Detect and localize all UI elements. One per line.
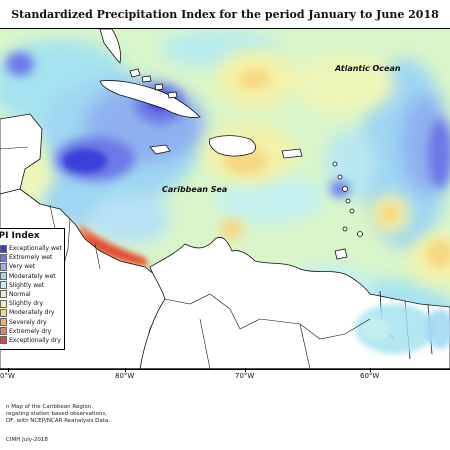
precipitation-map[interactable]: Atlantic Ocean Caribbean Sea (0, 28, 450, 370)
legend-label: Exceptionally dry (9, 336, 61, 344)
legend-swatch (0, 299, 7, 308)
legend-swatch (0, 318, 7, 326)
legend-label: Normal (9, 290, 31, 298)
legend-swatch (0, 327, 7, 336)
spi-legend: SPI Index Exceptionally wet Extremely wet… (0, 228, 65, 351)
axis-tick (125, 368, 126, 372)
legend-title: SPI Index (0, 231, 40, 241)
map-canvas (0, 29, 450, 369)
longitude-label-60w: 60°W (360, 372, 380, 380)
legend-label: Extremely dry (9, 327, 52, 335)
cuba (99, 80, 201, 118)
atlantic-ocean-label: Atlantic Ocean (335, 64, 401, 73)
legend-item: Normal (0, 290, 62, 299)
legend-label: Extremely wet (9, 254, 53, 262)
hispaniola (209, 135, 256, 157)
legend-item: Exceptionally dry (0, 336, 62, 345)
longitude-label-0: 0°W (0, 372, 15, 380)
note-line: regating station based observations, (6, 411, 107, 417)
caribbean-sea-label: Caribbean Sea (162, 185, 228, 194)
legend-item: Moderately wet (0, 272, 62, 281)
legend-label: Exceptionally wet (9, 245, 62, 252)
legend-label: Severely dry (9, 318, 47, 326)
legend-label: Slightly dry (9, 300, 44, 308)
axis-tick (370, 368, 371, 372)
legend-items: Exceptionally wet Extremely wet Very wet Mo… (0, 244, 62, 345)
axis-tick (8, 368, 9, 372)
legend-swatch (0, 244, 7, 253)
legend-label: Moderately wet (9, 272, 56, 280)
legend-swatch (0, 281, 7, 290)
legend-item: Severely dry (0, 318, 62, 327)
legend-swatch (0, 253, 7, 262)
florida (99, 29, 121, 64)
jamaica (149, 144, 171, 155)
axis-tick (245, 368, 246, 372)
legend-item: Exceptionally wet (0, 244, 62, 253)
legend-item: Slightly dry (0, 299, 62, 308)
legend-swatch (0, 290, 7, 299)
legend-swatch (0, 308, 7, 317)
puerto-rico (281, 148, 303, 159)
legend-item: Very wet (0, 262, 62, 271)
map-notes: n Map of the Caribbean Region. regating … (6, 404, 256, 425)
legend-swatch (0, 336, 7, 345)
note-line: n Map of the Caribbean Region. (6, 404, 93, 410)
note-line: DF, with NCEP/NCAR Reanalysis Data. (6, 418, 111, 424)
legend-item: Moderately dry (0, 308, 62, 317)
longitude-label-80w: 80°W (115, 372, 135, 380)
credit-text: CIMH July-2018 (6, 437, 48, 443)
legend-swatch (0, 262, 7, 271)
longitude-label-70w: 70°W (235, 372, 255, 380)
legend-swatch (0, 272, 7, 281)
legend-label: Very wet (9, 263, 36, 271)
legend-label: Slightly wet (9, 281, 45, 289)
legend-item: Slightly wet (0, 281, 62, 290)
legend-label: Moderately dry (9, 309, 55, 317)
legend-item: Extremely dry (0, 327, 62, 336)
map-title: Standardized Precipitation Index for the… (11, 8, 439, 21)
legend-item: Extremely wet (0, 253, 62, 262)
